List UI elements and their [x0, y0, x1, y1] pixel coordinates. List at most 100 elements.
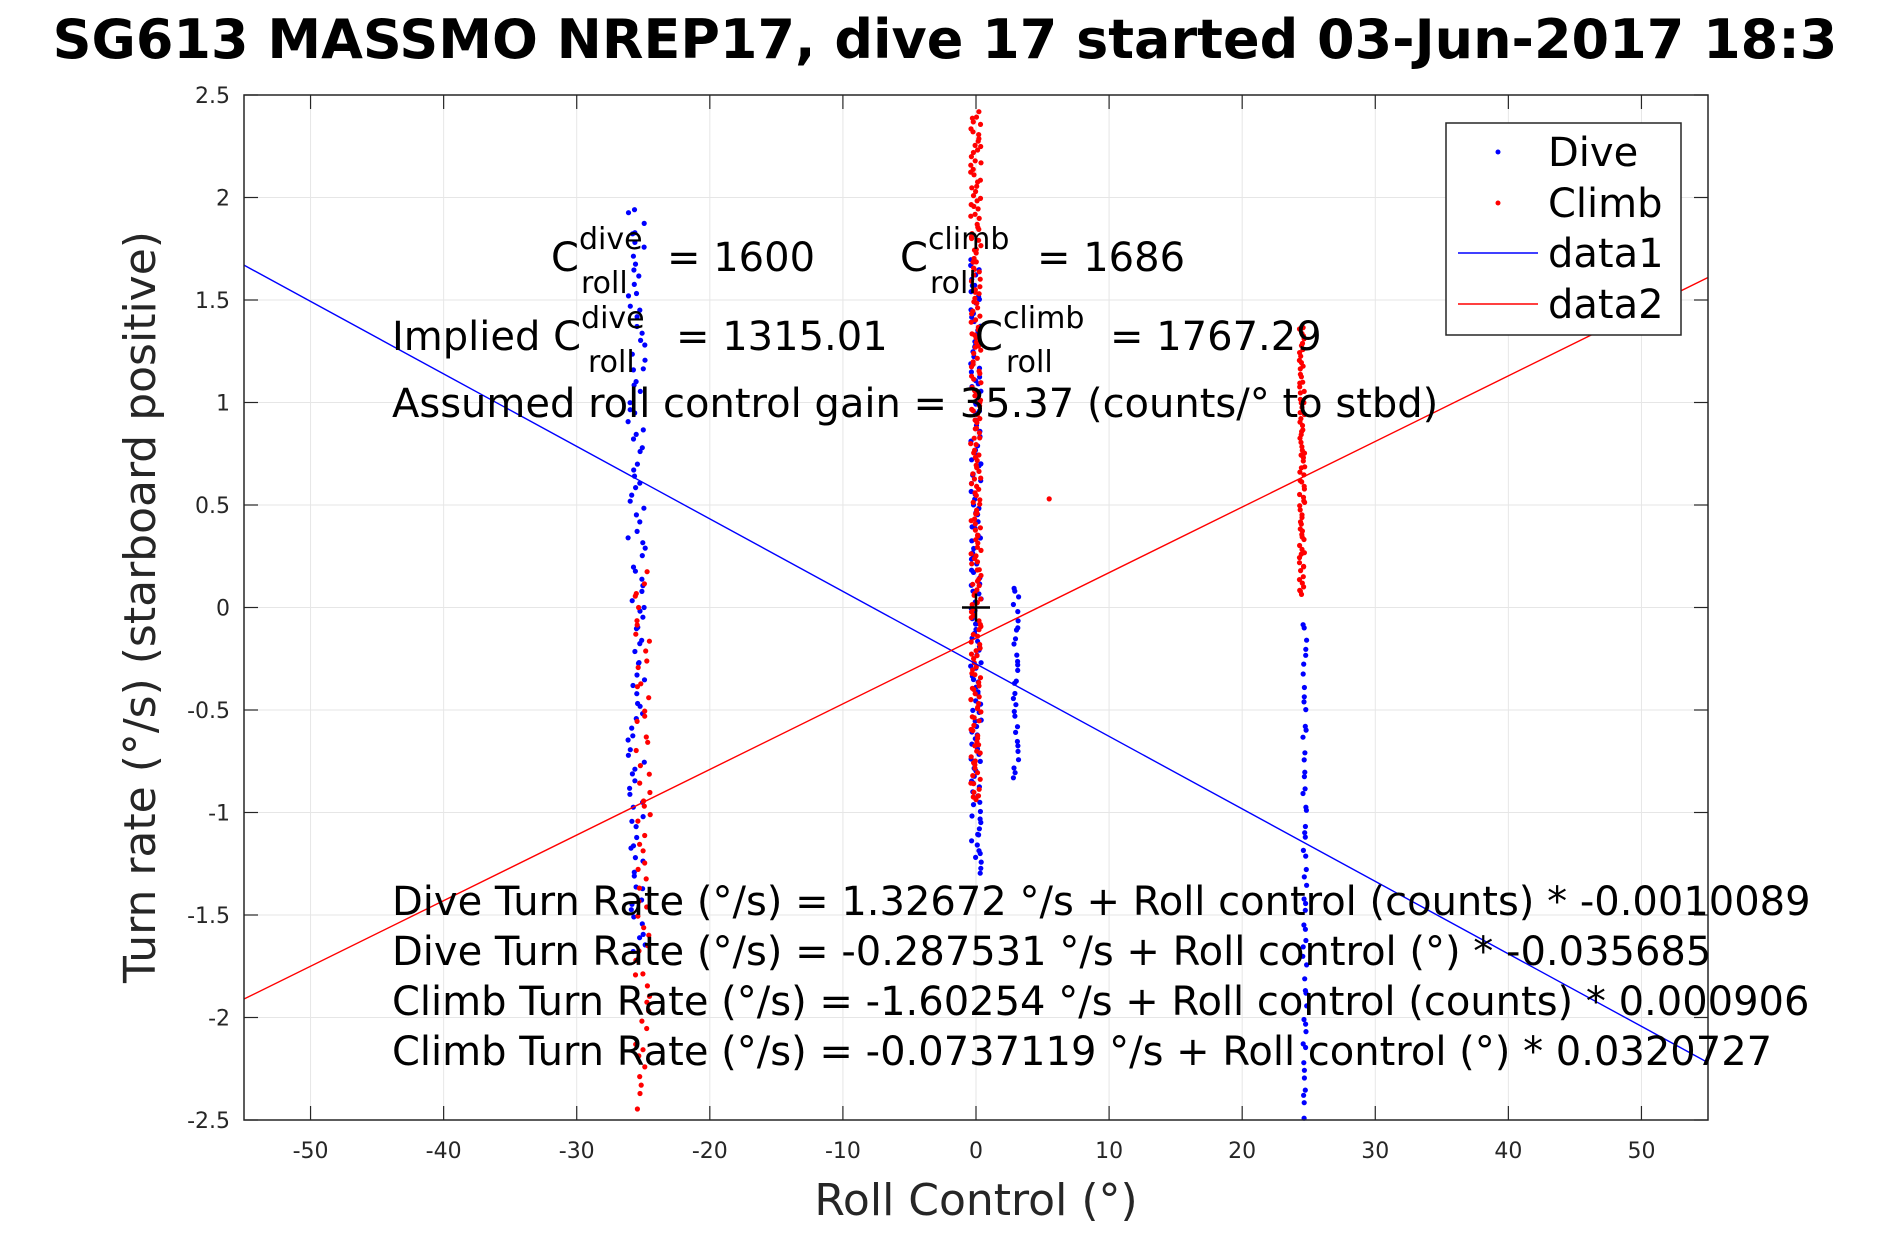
climb-point [974, 355, 980, 361]
climb-point [1298, 568, 1304, 574]
dive-point [634, 314, 640, 320]
climb-point [976, 132, 982, 138]
climb-point [978, 380, 984, 386]
dive-point [1013, 678, 1019, 684]
dive-point [632, 230, 638, 236]
implied-dive-sup: dive [581, 301, 645, 336]
climb-point [972, 447, 978, 453]
climb-point [1301, 483, 1307, 489]
climb-point [971, 476, 978, 482]
climb-point [638, 1082, 644, 1088]
dive-point [632, 778, 638, 784]
climb-point [973, 425, 980, 431]
climb-point [1299, 444, 1305, 450]
climb-point [1297, 526, 1303, 532]
climb-point [970, 149, 977, 156]
dive-point [629, 492, 635, 498]
x-tick-label: 10 [1095, 1139, 1123, 1164]
dive-point [629, 351, 635, 357]
climb-point [1300, 325, 1306, 331]
dive-point [630, 733, 636, 739]
climb-point [635, 913, 641, 919]
climb-point [976, 694, 982, 700]
y-tick-label: -2.5 [187, 1109, 230, 1134]
climb-point [1297, 371, 1303, 377]
climb-point [1301, 388, 1307, 394]
y-tick-label: 0.5 [195, 494, 230, 519]
climb-point [640, 1047, 646, 1053]
climb-point [978, 160, 984, 166]
climb-point [974, 544, 981, 550]
dive-point [1302, 723, 1308, 730]
c-climb-sub: roll [930, 266, 977, 301]
origin-cross [962, 593, 990, 622]
dive-point [976, 826, 983, 832]
dive-point [1012, 713, 1018, 719]
climb-point [1299, 580, 1305, 586]
dive-point [640, 540, 646, 546]
climb-point [976, 567, 982, 573]
climb-point [969, 406, 975, 412]
climb-point [977, 397, 984, 403]
dive-point [1304, 882, 1310, 888]
climb-point [638, 681, 644, 687]
dive-point [638, 337, 644, 343]
climb-point [636, 948, 642, 954]
annotation-c-climb: Cclimb roll = 1686 [900, 222, 1185, 301]
dive-point [634, 834, 640, 841]
dive-point [1012, 636, 1019, 642]
climb-point [972, 691, 978, 697]
y-tick-label: -0.5 [187, 699, 230, 724]
fit-equation-climb-counts: Climb Turn Rate (°/s) = -1.60254 °/s + R… [392, 979, 1809, 1025]
climb-point [640, 971, 646, 977]
climb-point [972, 417, 978, 423]
dive-point [632, 648, 638, 655]
dive-point [629, 598, 635, 604]
dive-point [634, 691, 640, 697]
x-tick-label: 40 [1494, 1139, 1522, 1164]
climb-point [972, 295, 978, 301]
dive-point [975, 831, 981, 838]
dive-point [1014, 738, 1021, 745]
climb-point [977, 177, 984, 183]
climb-point [647, 812, 653, 818]
dive-point [1301, 1067, 1307, 1073]
dive-point [639, 445, 645, 451]
y-tick-label: 2 [216, 187, 230, 212]
dive-point [637, 388, 643, 394]
legend-data2-label: data2 [1548, 282, 1664, 328]
dive-point [973, 854, 979, 861]
climb-point [972, 158, 978, 164]
climb-point [976, 468, 982, 474]
dive-point [637, 519, 643, 525]
dive-point [977, 816, 983, 822]
climb-point [644, 983, 651, 989]
dive-point [625, 419, 631, 425]
climb-point [969, 115, 976, 121]
climb-point [968, 213, 974, 219]
dive-point [972, 282, 978, 288]
annotation-implied: Implied Cdive roll = 1315.01 [392, 301, 888, 380]
climb-point [977, 416, 983, 422]
dive-point [1011, 765, 1017, 771]
climb-point [642, 832, 648, 839]
annotation-implied-climb: Cclimb roll = 1767.29 [975, 301, 1322, 380]
dive-point [625, 752, 632, 758]
c-climb-base: C [900, 235, 928, 281]
climb-point [968, 319, 974, 325]
x-tick-label: -20 [692, 1139, 728, 1164]
dive-point [1300, 622, 1306, 628]
implied-prefix: Implied C [392, 314, 581, 360]
dive-point [1300, 953, 1306, 959]
climb-point [969, 384, 975, 391]
dive-point [1011, 708, 1017, 715]
climb-point [971, 350, 977, 356]
climb-point [641, 581, 648, 587]
dive-point [631, 873, 637, 879]
dive-point [627, 791, 633, 797]
climb-point [1297, 396, 1303, 402]
dive-point [627, 407, 633, 413]
climb-point [970, 773, 976, 779]
climb-point [971, 722, 977, 729]
dive-point [637, 307, 643, 313]
